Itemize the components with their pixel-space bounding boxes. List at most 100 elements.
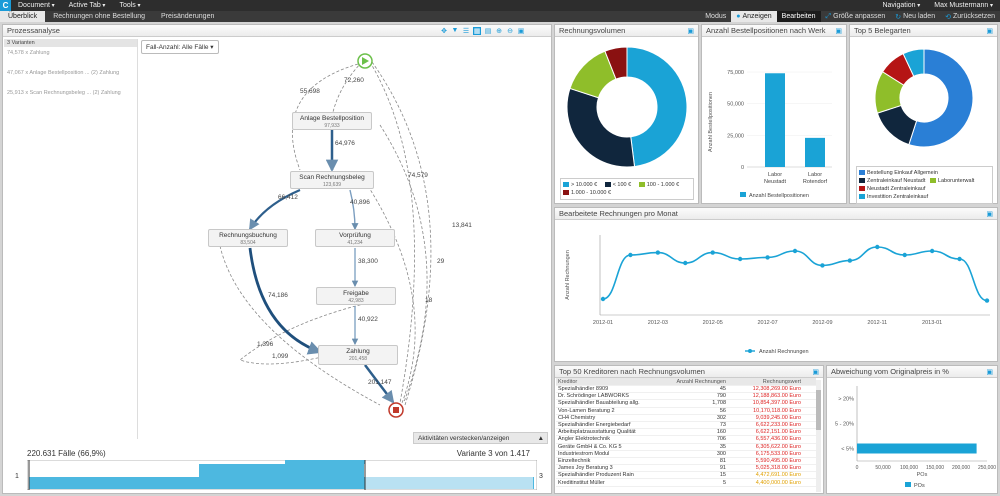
bestellpositionen-chart: 75,000 50,000 25,000 0 Anzahl Bestellpositio… (708, 70, 832, 199)
table-row[interactable]: Angler Elektrotechnik 706 6,557,436.00 Eur… (556, 436, 816, 444)
table-cell: 45 (719, 386, 726, 393)
table-cell: Angler Elektrotechnik (558, 436, 610, 443)
node-count: 41,234 (347, 240, 363, 246)
table-row[interactable]: Spezialhändler Energiebedarf 73 6,622,233.… (556, 422, 816, 430)
table-cell: Spezialhändler Bauabteilung allg. (558, 400, 640, 407)
abweichung-title: Abweichung vom Originalpreis in % ▣ (827, 366, 997, 378)
zuruecksetzen-button[interactable]: ⟲ Zurücksetzen (940, 11, 1000, 22)
save-icon[interactable]: ▣ (986, 368, 993, 376)
neu-laden-button[interactable]: ↻ Neu laden (890, 11, 940, 22)
column-header[interactable]: Anzahl Rechnungen (676, 378, 726, 385)
menu-navigation[interactable]: Navigation (875, 2, 927, 9)
app-logo: C (0, 0, 11, 11)
tab-preisaenderungen[interactable]: Preisänderungen (161, 13, 215, 20)
x-tick-label: 2012-03 (648, 320, 668, 326)
grid-icon[interactable]: ▦ (473, 27, 481, 35)
column-header[interactable]: Rechnungswert (762, 378, 801, 385)
table-row[interactable]: Kreditinstitut Müller 5 4,400,000.00 Euro (556, 479, 816, 487)
node-scan-rechnungsbeleg[interactable]: Scan Rechnungsbeleg 123,639 (290, 171, 374, 189)
groesse-anpassen-button[interactable]: ⤢ Größe anpassen (821, 11, 891, 22)
table-row[interactable]: Spezialhändler Produzent Rain 15 4,472,691… (556, 472, 816, 480)
y-tick-label: < 5% (841, 447, 854, 453)
slider-min-label: 1 (15, 473, 19, 480)
x-tick-label: 150,000 (926, 465, 944, 471)
table-cell: 6,175,533.00 Euro (755, 450, 801, 457)
filter-icon[interactable]: ▼ (451, 27, 459, 34)
column-header[interactable]: Kreditor (558, 378, 578, 385)
data-point (683, 260, 688, 266)
table-cell: 91 (719, 465, 726, 472)
table-scrollbar[interactable] (816, 380, 821, 492)
x-tick-label: Labor (768, 172, 782, 178)
menu-user[interactable]: Max Mustermann (927, 2, 1000, 9)
table-row[interactable]: Industriestrom Modul 300 6,175,533.00 Euro (556, 451, 816, 458)
table-row[interactable]: Von-Lamen Beratung 2 56 10,170,118.00 Euro (556, 408, 816, 415)
table-cell: 5,025,318.00 Euro (755, 465, 801, 472)
node-count: 97,933 (324, 123, 340, 129)
y-tick-label: 0 (741, 165, 744, 171)
table-cell: Kreditinstitut Müller (558, 479, 605, 486)
save-icon[interactable]: ▣ (835, 27, 842, 35)
menu-tools[interactable]: Tools (112, 2, 147, 9)
move-icon[interactable]: ✥ (441, 28, 447, 35)
play-icon (362, 57, 369, 65)
variant-histogram[interactable] (27, 460, 537, 490)
node-anlage-bestellposition[interactable]: Anlage Bestellposition 97,933 (292, 112, 372, 130)
node-freigabe[interactable]: Freigabe 42,983 (316, 287, 396, 305)
table-row[interactable]: CH4 Chemistry 302 9,039,245.00 Euro (556, 415, 816, 422)
table-row[interactable]: Spezialhändler 8909 45 12,308,269.00 Euro (556, 386, 816, 394)
data-point (710, 250, 715, 255)
variant-item[interactable]: 25,913 x Scan Rechnungsbeleg ... (2) Zah… (7, 90, 121, 96)
edge-label: 74,186 (268, 292, 288, 299)
table-row[interactable]: Dr. Schrödinger LABWORKS 790 12,188,863.00… (556, 393, 816, 401)
legend-label: Anzahl Bestellpositionen (749, 193, 809, 199)
table-cell: 12,188,863.00 Euro (752, 393, 801, 400)
table-row[interactable]: Geräte GmbH & Co. KG 5 35 6,305,622.00 Eur… (556, 444, 816, 451)
node-rechnungsbuchung[interactable]: Rechnungsbuchung 83,504 (208, 229, 288, 247)
tab-ueberblick[interactable]: Überblick (0, 11, 46, 22)
edge-label: 18 (425, 297, 433, 304)
kreditoren-title-text: Top 50 Kreditoren nach Rechnungsvolumen (559, 367, 705, 376)
x-tick-label: 100,000 (900, 465, 918, 471)
belegarten-donut (874, 48, 974, 148)
groesse-label: Größe anpassen (833, 13, 886, 20)
list-icon[interactable]: ☰ (462, 28, 470, 35)
save-icon[interactable]: ▣ (687, 27, 694, 35)
save-icon[interactable]: ▣ (986, 210, 993, 218)
table-cell: 12,308,269.00 Euro (752, 386, 801, 393)
save-icon[interactable]: ▣ (517, 28, 525, 35)
rechnungsvolumen-donut (566, 46, 688, 168)
node-vorpruefung[interactable]: Vorprüfung 41,234 (315, 229, 395, 247)
data-point (737, 256, 743, 262)
donut-slice (902, 48, 925, 77)
data-point (820, 263, 825, 268)
zoom-out-icon[interactable]: ⊖ (507, 28, 513, 35)
zoom-in-icon[interactable]: ⊕ (496, 28, 502, 35)
table-row[interactable]: Spezialhändler Bauabteilung allg. 1,708 10… (556, 400, 816, 408)
save-icon[interactable]: ▣ (812, 368, 819, 376)
edge-label: 55,698 (300, 88, 320, 95)
table-cell: 9,039,245.00 Euro (755, 414, 801, 421)
bearbeiten-button[interactable]: Bearbeiten (776, 11, 821, 22)
y-tick-label: > 20% (838, 397, 854, 403)
y-axis-label: Anzahl Bestellpositionen (708, 92, 714, 152)
legend-label: < 100 € (612, 182, 632, 188)
table-row[interactable]: James Joy Beratung 3 91 5,025,318.00 Euro (556, 465, 816, 473)
tab-rechnungen-ohne-bestellung[interactable]: Rechnungen ohne Bestellung (53, 13, 146, 20)
reset-icon: ⟲ (945, 13, 951, 21)
table-cell: 706 (716, 436, 726, 443)
variant-item[interactable]: 74,578 x Zahlung (7, 50, 50, 56)
fall-anzahl-dropdown[interactable]: Fall-Anzahl: Alle Fälle ▾ (141, 40, 219, 54)
table-icon[interactable]: ▤ (484, 28, 492, 35)
menu-active-tab[interactable]: Active Tab (62, 2, 113, 9)
anzeigen-button[interactable]: ● Anzeigen (731, 11, 777, 22)
aktivitaeten-toggle[interactable]: Aktivitäten verstecken/anzeigen ▲ (413, 432, 548, 444)
table-cell: 5 (722, 479, 726, 486)
save-icon[interactable]: ▣ (986, 27, 993, 35)
table-row[interactable]: Arbeitsplatzausstattung Qualität 160 6,622… (556, 429, 816, 437)
table-row[interactable]: Einzeltechnik 81 5,590,495.00 Euro (556, 458, 816, 466)
variant-item[interactable]: 47,067 x Anlage Bestellposition ... (2) … (7, 70, 120, 76)
menu-document[interactable]: Document (11, 2, 62, 9)
node-zahlung[interactable]: Zahlung 201,458 (318, 345, 398, 365)
